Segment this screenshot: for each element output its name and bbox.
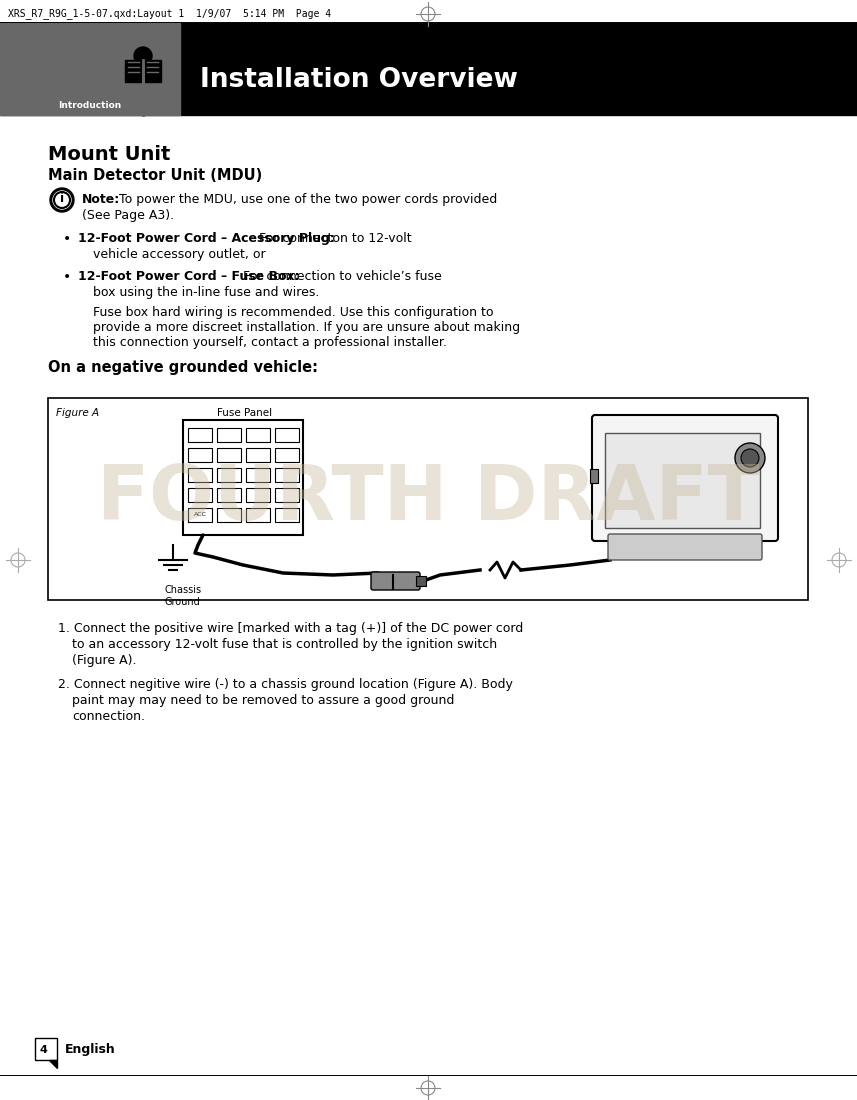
Text: 4: 4 <box>39 1045 47 1055</box>
Bar <box>275 448 299 462</box>
Text: this connection yourself, contact a professional installer.: this connection yourself, contact a prof… <box>93 336 446 349</box>
Bar <box>275 508 299 522</box>
Bar <box>183 420 303 535</box>
Bar <box>217 428 241 442</box>
FancyBboxPatch shape <box>371 572 420 590</box>
Bar <box>125 60 141 82</box>
Text: 1. Connect the positive wire [marked with a tag (+)] of the DC power cord: 1. Connect the positive wire [marked wit… <box>58 621 524 635</box>
Bar <box>188 488 212 502</box>
Text: FOURTH DRAFT: FOURTH DRAFT <box>97 462 759 536</box>
Bar <box>48 398 808 600</box>
Text: English: English <box>65 1044 116 1056</box>
Text: Fuse box hard wiring is recommended. Use this configuration to: Fuse box hard wiring is recommended. Use… <box>93 306 494 319</box>
Text: XRS_R7_R9G_1-5-07.qxd:Layout 1  1/9/07  5:14 PM  Page 4: XRS_R7_R9G_1-5-07.qxd:Layout 1 1/9/07 5:… <box>8 8 331 19</box>
Bar <box>188 468 212 482</box>
Bar <box>246 448 270 462</box>
Text: i: i <box>60 192 64 206</box>
Bar <box>145 60 161 82</box>
Text: Ground: Ground <box>165 597 201 607</box>
Circle shape <box>134 47 152 65</box>
Text: Fuse Panel: Fuse Panel <box>218 408 273 418</box>
Bar <box>217 448 241 462</box>
Bar <box>0 23 180 116</box>
Text: connection.: connection. <box>72 710 145 723</box>
Bar <box>246 488 270 502</box>
Text: For connecton to 12-volt: For connecton to 12-volt <box>255 232 411 245</box>
Text: Note:: Note: <box>82 192 120 206</box>
Bar <box>275 488 299 502</box>
Text: •: • <box>63 270 71 284</box>
Text: On a negative grounded vehicle:: On a negative grounded vehicle: <box>48 360 318 375</box>
Text: Installation Overview: Installation Overview <box>200 67 518 94</box>
Bar <box>217 488 241 502</box>
Circle shape <box>741 449 759 468</box>
Text: box using the in-line fuse and wires.: box using the in-line fuse and wires. <box>93 286 320 299</box>
FancyBboxPatch shape <box>608 534 762 560</box>
Bar <box>246 508 270 522</box>
Bar <box>188 508 212 522</box>
Text: Introduction: Introduction <box>58 101 122 110</box>
Text: Mount Unit: Mount Unit <box>48 145 171 164</box>
Bar <box>217 468 241 482</box>
Bar <box>217 508 241 522</box>
Text: Chassis: Chassis <box>165 585 202 595</box>
Text: paint may may need to be removed to assure a good ground: paint may may need to be removed to assu… <box>72 694 454 707</box>
Polygon shape <box>49 1060 57 1068</box>
Circle shape <box>735 443 765 473</box>
Text: (Figure A).: (Figure A). <box>72 654 136 667</box>
Bar <box>188 428 212 442</box>
Bar <box>605 433 760 528</box>
Text: (See Page A3).: (See Page A3). <box>82 209 174 222</box>
Text: provide a more discreet installation. If you are unsure about making: provide a more discreet installation. If… <box>93 321 520 334</box>
Circle shape <box>50 188 74 212</box>
Text: •: • <box>63 232 71 246</box>
Bar <box>246 428 270 442</box>
Text: to an accessory 12-volt fuse that is controlled by the ignition switch: to an accessory 12-volt fuse that is con… <box>72 638 497 651</box>
Text: For connection to vehicle’s fuse: For connection to vehicle’s fuse <box>239 270 441 283</box>
Text: Main Detector Unit (MDU): Main Detector Unit (MDU) <box>48 168 262 183</box>
Bar <box>35 1038 57 1060</box>
Text: ACC: ACC <box>194 513 207 517</box>
Text: To power the MDU, use one of the two power cords provided: To power the MDU, use one of the two pow… <box>115 192 497 206</box>
Text: 2. Connect negitive wire (-) to a chassis ground location (Figure A). Body: 2. Connect negitive wire (-) to a chassi… <box>58 678 512 691</box>
Bar <box>0 23 857 116</box>
Text: vehicle accessory outlet, or: vehicle accessory outlet, or <box>93 248 266 261</box>
Circle shape <box>53 191 71 209</box>
Bar <box>246 468 270 482</box>
Text: 12-Foot Power Cord – Fuse Box:: 12-Foot Power Cord – Fuse Box: <box>78 270 300 283</box>
FancyBboxPatch shape <box>592 415 778 541</box>
Bar <box>275 468 299 482</box>
Text: Figure A: Figure A <box>56 408 99 418</box>
Bar <box>275 428 299 442</box>
Text: 12-Foot Power Cord – Acessory Plug:: 12-Foot Power Cord – Acessory Plug: <box>78 232 335 245</box>
Bar <box>188 448 212 462</box>
Bar <box>590 469 598 483</box>
Bar <box>416 576 426 586</box>
